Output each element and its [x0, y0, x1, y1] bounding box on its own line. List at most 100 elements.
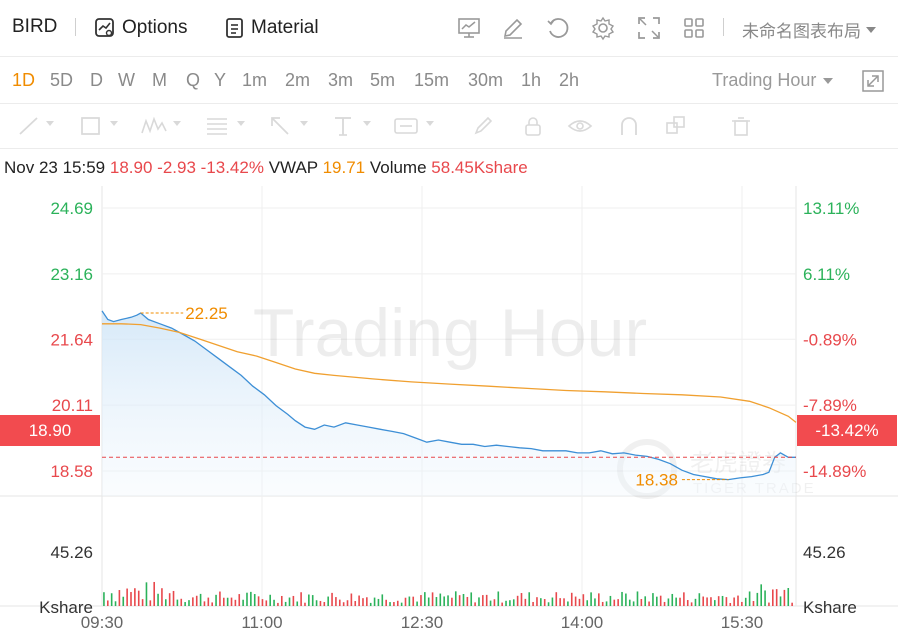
last-price-tag: 18.90: [0, 415, 100, 446]
volume-bar: [659, 595, 662, 606]
volume-bar: [315, 600, 318, 606]
period-3m[interactable]: 3m: [328, 70, 354, 90]
volume-bar: [300, 592, 302, 606]
period-1d[interactable]: 1D: [12, 70, 36, 90]
volume-bar: [613, 599, 616, 606]
period-30m[interactable]: 30m: [468, 70, 504, 90]
period-y[interactable]: Y: [214, 70, 227, 90]
volume-bar: [458, 595, 461, 606]
volume-bar: [594, 598, 596, 606]
y-right-tick-label: -14.89%: [803, 462, 866, 481]
period-q[interactable]: Q: [186, 70, 201, 90]
volume-bar: [373, 597, 376, 606]
period-5m[interactable]: 5m: [370, 70, 396, 90]
gear-icon[interactable]: [590, 15, 616, 41]
volume-bar: [628, 599, 631, 606]
wave-pattern-icon[interactable]: [140, 113, 168, 139]
volume-bar: [404, 597, 407, 606]
volume-bar: [149, 600, 152, 606]
volume-bar: [396, 600, 399, 606]
session-dropdown[interactable]: Trading Hour: [712, 70, 834, 91]
volume-bar: [366, 597, 368, 606]
expand-icon[interactable]: [636, 15, 662, 41]
volume-bar: [192, 597, 194, 606]
edit-icon[interactable]: [500, 15, 526, 41]
period-2h[interactable]: 2h: [559, 70, 580, 90]
volume-bar: [168, 593, 171, 606]
brush-icon[interactable]: [470, 113, 496, 139]
volume-bar: [141, 599, 144, 606]
layers-icon[interactable]: [663, 113, 689, 139]
intraday-chart[interactable]: 09:30 11:00 12:30 14:00 15:30 24.69 13.11% 23.1…: [0, 186, 898, 639]
price-range-icon[interactable]: [392, 113, 420, 139]
x-tick-label: 14:00: [561, 613, 604, 632]
volume-bar: [671, 593, 674, 606]
fibonacci-icon[interactable]: [204, 113, 230, 139]
volume-bar: [528, 592, 531, 606]
caret-down-icon: [426, 121, 434, 126]
lock-icon[interactable]: [520, 113, 546, 139]
quote-datetime: Nov 23 15:59: [4, 158, 106, 177]
rectangle-icon[interactable]: [78, 113, 104, 139]
period-w[interactable]: W: [118, 70, 135, 90]
volume-bar: [443, 596, 445, 606]
options-button[interactable]: Options: [94, 14, 187, 42]
y-left-tick-label: 23.16: [50, 265, 93, 284]
layout-dropdown[interactable]: 未命名图表布局: [742, 17, 877, 42]
volume-bar: [118, 590, 121, 606]
trend-line-icon[interactable]: [16, 113, 42, 139]
volume-bar: [598, 593, 600, 606]
arrow-tool-icon[interactable]: [267, 113, 293, 139]
trash-icon[interactable]: [728, 113, 754, 139]
volume-bar: [559, 598, 561, 606]
volume-bar: [184, 602, 186, 606]
volume-bar: [617, 599, 619, 606]
volume-bar: [509, 600, 511, 606]
period-bar: 1D 5D D W M Q Y 1m 2m 3m 5m 15m 30m 1h 2h Trading Hour: [0, 57, 898, 104]
volume-bar: [787, 588, 790, 606]
volume-tick-label-right: 45.26: [803, 543, 846, 562]
period-1h[interactable]: 1h: [521, 70, 542, 90]
period-d[interactable]: D: [90, 70, 103, 90]
period-5d[interactable]: 5D: [50, 70, 74, 90]
fullscreen-icon[interactable]: [862, 70, 884, 92]
watermark-text: Trading Hour: [253, 295, 647, 371]
volume-bar: [485, 594, 488, 606]
volume-bar: [489, 600, 492, 606]
ticker-symbol[interactable]: BIRD: [12, 16, 58, 37]
y-right-tick-label: 6.11%: [803, 265, 850, 284]
volume-bar: [145, 582, 148, 606]
period-m[interactable]: M: [152, 70, 167, 90]
grid-layout-icon[interactable]: [681, 15, 707, 41]
volume-bar: [772, 589, 774, 606]
volume-bar: [134, 588, 136, 606]
magnet-icon[interactable]: [616, 113, 642, 139]
reset-icon[interactable]: [545, 15, 571, 41]
volume-bar: [462, 593, 465, 606]
volume-bar: [292, 595, 295, 606]
document-icon: [226, 18, 243, 38]
volume-bar: [161, 588, 163, 606]
volume-bar: [424, 592, 426, 606]
vwap-line: [102, 323, 797, 423]
indicator-chart-icon[interactable]: [456, 15, 482, 41]
period-15m[interactable]: 15m: [414, 70, 450, 90]
period-2m[interactable]: 2m: [285, 70, 311, 90]
period-1m[interactable]: 1m: [242, 70, 268, 90]
volume-bar: [702, 596, 705, 606]
volume-bar: [358, 595, 360, 606]
volume-bar: [342, 602, 345, 606]
volume-bar: [447, 595, 449, 606]
volume-bar: [164, 599, 167, 606]
material-button[interactable]: Material: [225, 14, 319, 42]
y-right-tick-label: -7.89%: [803, 396, 857, 415]
volume-bar: [226, 597, 229, 606]
volume-bar: [640, 598, 643, 606]
volume-bar: [253, 594, 256, 606]
volume-bar: [280, 595, 283, 606]
eye-icon[interactable]: [567, 113, 593, 139]
text-tool-icon[interactable]: [330, 113, 356, 139]
volume-bar: [570, 592, 573, 606]
volume-bar: [679, 597, 681, 606]
volume-bar: [427, 597, 430, 606]
